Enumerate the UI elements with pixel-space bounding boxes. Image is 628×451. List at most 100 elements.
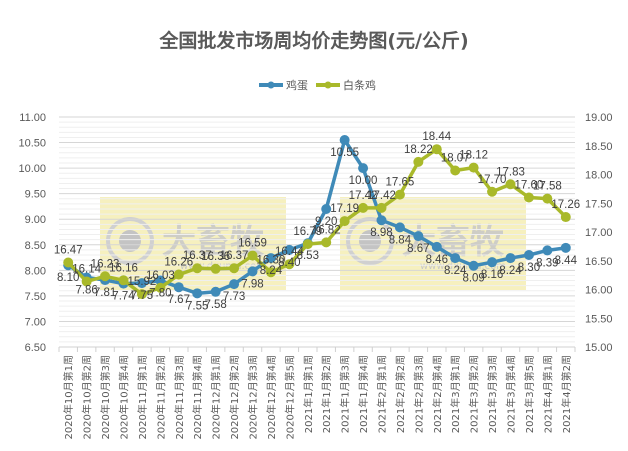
x-tick-label: 2021年3月第1周 — [449, 355, 462, 433]
data-point[interactable] — [173, 269, 184, 280]
data-point[interactable] — [192, 288, 203, 299]
data-point[interactable] — [265, 267, 276, 278]
data-label: 18.22 — [404, 144, 433, 156]
x-tick-label: 2021年3月第2周 — [468, 355, 481, 433]
data-point[interactable] — [450, 253, 461, 264]
data-point[interactable] — [339, 216, 350, 227]
data-point[interactable] — [394, 222, 405, 233]
data-point[interactable] — [358, 202, 369, 213]
data-point[interactable] — [229, 279, 240, 290]
data-point[interactable] — [173, 282, 184, 293]
y-right-tick: 16.00 — [585, 285, 613, 297]
data-label: 10.55 — [330, 147, 359, 159]
data-label: 8.30 — [518, 262, 540, 274]
data-point[interactable] — [505, 253, 516, 264]
y-left-tick: 11.00 — [19, 112, 46, 124]
data-point[interactable] — [542, 245, 553, 256]
data-point[interactable] — [247, 266, 258, 277]
data-label: 8.98 — [370, 227, 392, 239]
data-point[interactable] — [523, 250, 534, 260]
legend-label-egg: 鸡蛋 — [286, 78, 308, 92]
data-label: 17.65 — [386, 177, 415, 189]
data-label: 17.42 — [367, 190, 396, 202]
data-point[interactable] — [81, 276, 92, 287]
data-label: 7.75 — [131, 290, 153, 302]
data-point[interactable] — [505, 179, 516, 190]
data-point[interactable] — [100, 271, 111, 282]
data-point[interactable] — [358, 163, 369, 174]
data-label: 17.42 — [349, 190, 378, 202]
data-point[interactable] — [247, 250, 258, 261]
data-label: 16.26 — [164, 257, 193, 269]
data-point[interactable] — [413, 231, 424, 242]
data-point[interactable] — [523, 192, 534, 203]
y-left-tick: 9.00 — [25, 214, 46, 226]
data-point[interactable] — [339, 135, 350, 145]
data-point[interactable] — [431, 144, 442, 155]
data-labels: 8.107.867.817.747.757.807.677.557.587.73… — [54, 131, 580, 312]
data-point[interactable] — [487, 257, 498, 268]
data-point[interactable] — [284, 259, 295, 270]
data-point[interactable] — [413, 156, 424, 167]
data-label: 8.24 — [444, 265, 467, 277]
data-label: 8.44 — [555, 255, 578, 267]
data-label: 7.80 — [149, 288, 171, 300]
data-point[interactable] — [302, 239, 313, 250]
data-point[interactable] — [321, 204, 332, 214]
data-point[interactable] — [155, 275, 166, 286]
data-label: 7.86 — [75, 284, 97, 296]
data-point[interactable] — [487, 186, 498, 197]
x-tick-label: 2020年10月第2周 — [81, 355, 94, 440]
data-label: 8.24 — [499, 265, 522, 277]
data-point[interactable] — [210, 286, 221, 297]
data-point[interactable] — [376, 202, 387, 213]
x-tick-label: 2021年2月第4周 — [431, 355, 444, 433]
legend-item-white-chicken[interactable]: 白条鸡 — [316, 78, 376, 92]
data-point[interactable] — [136, 278, 147, 289]
y-right-tick: 18.00 — [585, 170, 613, 182]
data-point[interactable] — [431, 241, 442, 252]
data-point[interactable] — [136, 289, 147, 300]
data-point[interactable] — [560, 242, 571, 253]
data-point[interactable] — [265, 253, 276, 264]
data-point[interactable] — [468, 162, 479, 173]
data-point[interactable] — [542, 193, 553, 204]
data-point[interactable] — [450, 165, 461, 176]
y-left-tick: 7.50 — [25, 291, 46, 303]
data-label: 18.12 — [459, 150, 488, 162]
data-point[interactable] — [155, 282, 166, 293]
y-right-tick: 15.50 — [585, 313, 613, 325]
data-point[interactable] — [118, 275, 129, 286]
x-tick-label: 2021年1月第2周 — [320, 355, 333, 433]
data-label: 8.39 — [536, 257, 558, 269]
data-label: 17.58 — [533, 181, 562, 193]
x-axis: 2020年10月第1周 2020年10月第2周 2020年10月第3周 2020年10… — [58, 346, 576, 440]
data-label: 8.09 — [462, 273, 484, 285]
data-label: 16.36 — [201, 251, 230, 263]
data-label: 17.70 — [478, 174, 507, 186]
data-point[interactable] — [210, 263, 221, 274]
x-tick-label: 2021年3月第4周 — [505, 355, 518, 433]
data-label: 9.20 — [315, 216, 337, 228]
data-point[interactable] — [321, 237, 332, 248]
data-label: 16.37 — [220, 250, 249, 262]
data-label: 7.55 — [186, 300, 208, 312]
data-label: 16.30 — [257, 254, 286, 266]
x-tick-label: 2021年4月第1周 — [541, 355, 554, 433]
data-point[interactable] — [192, 263, 203, 274]
data-point[interactable] — [468, 260, 479, 271]
data-label: 16.59 — [238, 238, 267, 250]
x-tick-label: 2021年1月第1周 — [302, 355, 315, 433]
data-point[interactable] — [376, 215, 387, 226]
data-point[interactable] — [560, 212, 571, 223]
data-point[interactable] — [284, 244, 295, 255]
x-tick-label: 2020年12月第5周 — [283, 355, 296, 440]
x-tick-label: 2020年11月第2周 — [154, 355, 167, 440]
data-point[interactable] — [394, 189, 405, 200]
legend-item-egg[interactable]: 鸡蛋 — [259, 78, 308, 92]
data-point[interactable] — [63, 257, 74, 268]
chart-title: 全国批发市场周均价走势图(元/公斤) — [158, 29, 468, 52]
legend: 鸡蛋 白条鸡 — [259, 78, 376, 92]
data-point[interactable] — [229, 263, 240, 274]
y-right-tick: 18.50 — [585, 141, 613, 153]
